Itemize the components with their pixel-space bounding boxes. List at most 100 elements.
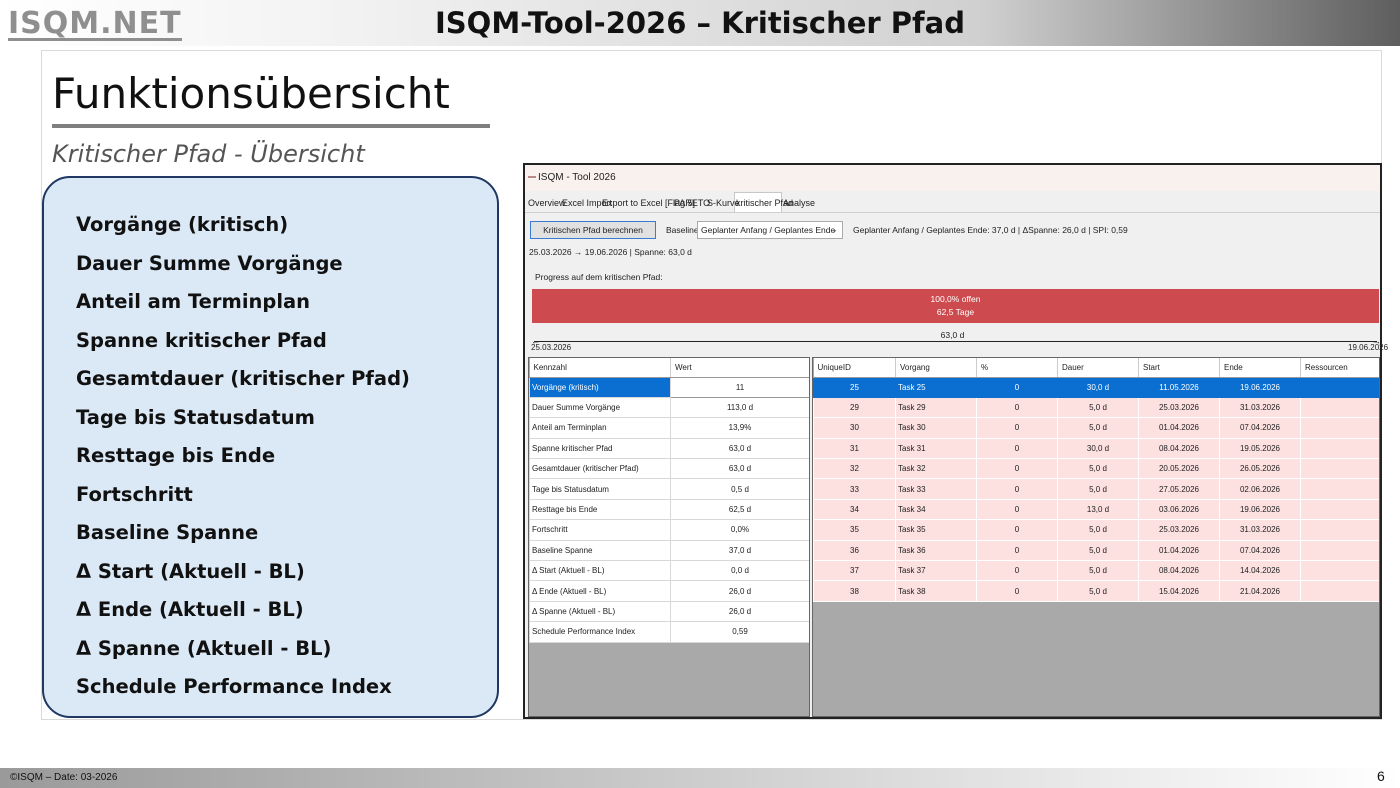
kpi-value-cell[interactable]: 63,0 d — [670, 458, 809, 480]
kpi-row[interactable]: Δ Start (Aktuell - BL) 0,0 d — [529, 560, 809, 582]
task-cell[interactable]: 5,0 d — [1057, 417, 1139, 439]
kpi-value-cell[interactable]: 0,0 d — [670, 560, 809, 582]
task-cell[interactable]: 30,0 d — [1057, 437, 1139, 460]
kpi-value-cell[interactable]: 13,9% — [670, 417, 809, 439]
kpi-row[interactable]: Resttage bis Ende 62,5 d — [529, 498, 809, 521]
task-cell[interactable] — [1300, 417, 1379, 439]
tab-overview[interactable]: Overview — [528, 198, 566, 208]
task-cell[interactable]: 37 — [813, 560, 896, 582]
kpi-row[interactable]: Anteil am Terminplan 13,9% — [529, 417, 809, 439]
task-cell[interactable]: 11.05.2026 — [1138, 376, 1220, 398]
kpi-name-cell[interactable]: Baseline Spanne — [529, 539, 671, 562]
task-cell[interactable]: 25 — [813, 376, 896, 398]
task-row[interactable]: 29 Task 29 0 5,0 d 25.03.2026 31.03.2026 — [813, 396, 1379, 419]
task-cell[interactable]: Task 29 — [895, 396, 977, 419]
task-cell[interactable]: Task 36 — [895, 539, 977, 562]
calculate-critical-path-button[interactable]: Kritischen Pfad berechnen — [530, 221, 656, 239]
task-row[interactable]: 33 Task 33 0 5,0 d 27.05.2026 02.06.2026 — [813, 478, 1379, 500]
task-cell[interactable]: Task 33 — [895, 478, 977, 500]
kpi-name-cell[interactable]: Gesamtdauer (kritischer Pfad) — [529, 458, 671, 480]
kpi-name-cell[interactable]: Δ Ende (Aktuell - BL) — [529, 580, 671, 602]
task-cell[interactable]: 33 — [813, 478, 896, 500]
task-cell[interactable]: 15.04.2026 — [1138, 580, 1220, 602]
baseline-select[interactable]: Geplanter Anfang / Geplantes Ende ⌄ — [697, 221, 843, 239]
task-cell[interactable]: Task 25 — [895, 376, 977, 398]
kpi-row[interactable]: Baseline Spanne 37,0 d — [529, 539, 809, 562]
kpi-value-cell[interactable]: 0,5 d — [670, 478, 809, 500]
kpi-name-cell[interactable]: Anteil am Terminplan — [529, 417, 671, 439]
task-cell[interactable]: 31.03.2026 — [1219, 519, 1301, 541]
kpi-value-cell[interactable]: 0,59 — [670, 621, 809, 643]
kpi-value-cell[interactable]: 26,0 d — [670, 580, 809, 602]
task-cell[interactable]: 21.04.2026 — [1219, 580, 1301, 602]
task-cell[interactable]: 5,0 d — [1057, 580, 1139, 602]
task-column-header[interactable]: Ressourcen — [1300, 358, 1379, 378]
task-cell[interactable]: 0 — [976, 539, 1058, 562]
task-cell[interactable]: 0 — [976, 396, 1058, 419]
task-cell[interactable]: 31 — [813, 437, 896, 460]
task-cell[interactable]: 26.05.2026 — [1219, 458, 1301, 480]
kpi-row[interactable]: Vorgänge (kritisch) 11 — [529, 376, 809, 398]
task-cell[interactable]: 08.04.2026 — [1138, 560, 1220, 582]
task-cell[interactable]: 0 — [976, 437, 1058, 460]
tab-kritischer-pfad[interactable]: kritischer Pfad — [736, 198, 794, 208]
task-cell[interactable]: 36 — [813, 539, 896, 562]
kpi-row[interactable]: Spanne kritischer Pfad 63,0 d — [529, 437, 809, 460]
task-cell[interactable]: Task 38 — [895, 580, 977, 602]
kpi-name-cell[interactable]: Dauer Summe Vorgänge — [529, 396, 671, 419]
kpi-column-header[interactable]: Kennzahl — [529, 358, 671, 378]
task-cell[interactable]: Task 31 — [895, 437, 977, 460]
task-cell[interactable]: 14.04.2026 — [1219, 560, 1301, 582]
task-cell[interactable]: 5,0 d — [1057, 539, 1139, 562]
task-row[interactable]: 35 Task 35 0 5,0 d 25.03.2026 31.03.2026 — [813, 519, 1379, 541]
task-cell[interactable]: 0 — [976, 376, 1058, 398]
task-cell[interactable]: 0 — [976, 478, 1058, 500]
task-cell[interactable] — [1300, 376, 1379, 398]
task-cell[interactable]: 20.05.2026 — [1138, 458, 1220, 480]
kpi-value-cell[interactable]: 37,0 d — [670, 539, 809, 562]
task-cell[interactable] — [1300, 478, 1379, 500]
kpi-value-cell[interactable]: 113,0 d — [670, 396, 809, 419]
task-cell[interactable]: 5,0 d — [1057, 519, 1139, 541]
kpi-value-cell[interactable]: 0,0% — [670, 519, 809, 541]
kpi-value-cell[interactable]: 11 — [670, 376, 809, 398]
task-cell[interactable]: 03.06.2026 — [1138, 498, 1220, 521]
task-cell[interactable]: 25.03.2026 — [1138, 396, 1220, 419]
task-cell[interactable]: 38 — [813, 580, 896, 602]
kpi-grid[interactable]: Kennzahl Wert Vorgänge (kritisch) 11 Dauer… — [528, 357, 810, 717]
task-cell[interactable]: 30,0 d — [1057, 376, 1139, 398]
task-cell[interactable]: 19.06.2026 — [1219, 498, 1301, 521]
task-cell[interactable] — [1300, 437, 1379, 460]
kpi-column-header[interactable]: Wert — [670, 358, 809, 378]
task-cell[interactable] — [1300, 560, 1379, 582]
task-cell[interactable] — [1300, 498, 1379, 521]
task-cell[interactable]: Task 34 — [895, 498, 977, 521]
task-row[interactable]: 34 Task 34 0 13,0 d 03.06.2026 19.06.2026 — [813, 498, 1379, 521]
kpi-row[interactable]: Fortschritt 0,0% — [529, 519, 809, 541]
task-cell[interactable]: 32 — [813, 458, 896, 480]
task-cell[interactable]: 0 — [976, 560, 1058, 582]
kpi-name-cell[interactable]: Spanne kritischer Pfad — [529, 437, 671, 460]
tab-pareto[interactable]: PARETO — [674, 198, 711, 208]
kpi-name-cell[interactable]: Tage bis Statusdatum — [529, 478, 671, 500]
task-row[interactable]: 37 Task 37 0 5,0 d 08.04.2026 14.04.2026 — [813, 560, 1379, 582]
kpi-value-cell[interactable]: 62,5 d — [670, 498, 809, 521]
task-cell[interactable]: 27.05.2026 — [1138, 478, 1220, 500]
task-cell[interactable]: 5,0 d — [1057, 396, 1139, 419]
task-cell[interactable]: Task 30 — [895, 417, 977, 439]
task-cell[interactable] — [1300, 519, 1379, 541]
task-cell[interactable]: 35 — [813, 519, 896, 541]
task-column-header[interactable]: Vorgang — [895, 358, 977, 378]
task-cell[interactable]: 25.03.2026 — [1138, 519, 1220, 541]
task-row[interactable]: 30 Task 30 0 5,0 d 01.04.2026 07.04.2026 — [813, 417, 1379, 439]
task-cell[interactable]: 01.04.2026 — [1138, 417, 1220, 439]
task-cell[interactable]: 08.04.2026 — [1138, 437, 1220, 460]
task-cell[interactable]: 0 — [976, 458, 1058, 480]
kpi-row[interactable]: Δ Spanne (Aktuell - BL) 26,0 d — [529, 600, 809, 623]
kpi-name-cell[interactable]: Δ Start (Aktuell - BL) — [529, 560, 671, 582]
task-cell[interactable]: Task 32 — [895, 458, 977, 480]
task-column-header[interactable]: Ende — [1219, 358, 1301, 378]
task-cell[interactable]: 30 — [813, 417, 896, 439]
task-cell[interactable]: 34 — [813, 498, 896, 521]
task-cell[interactable]: 19.05.2026 — [1219, 437, 1301, 460]
